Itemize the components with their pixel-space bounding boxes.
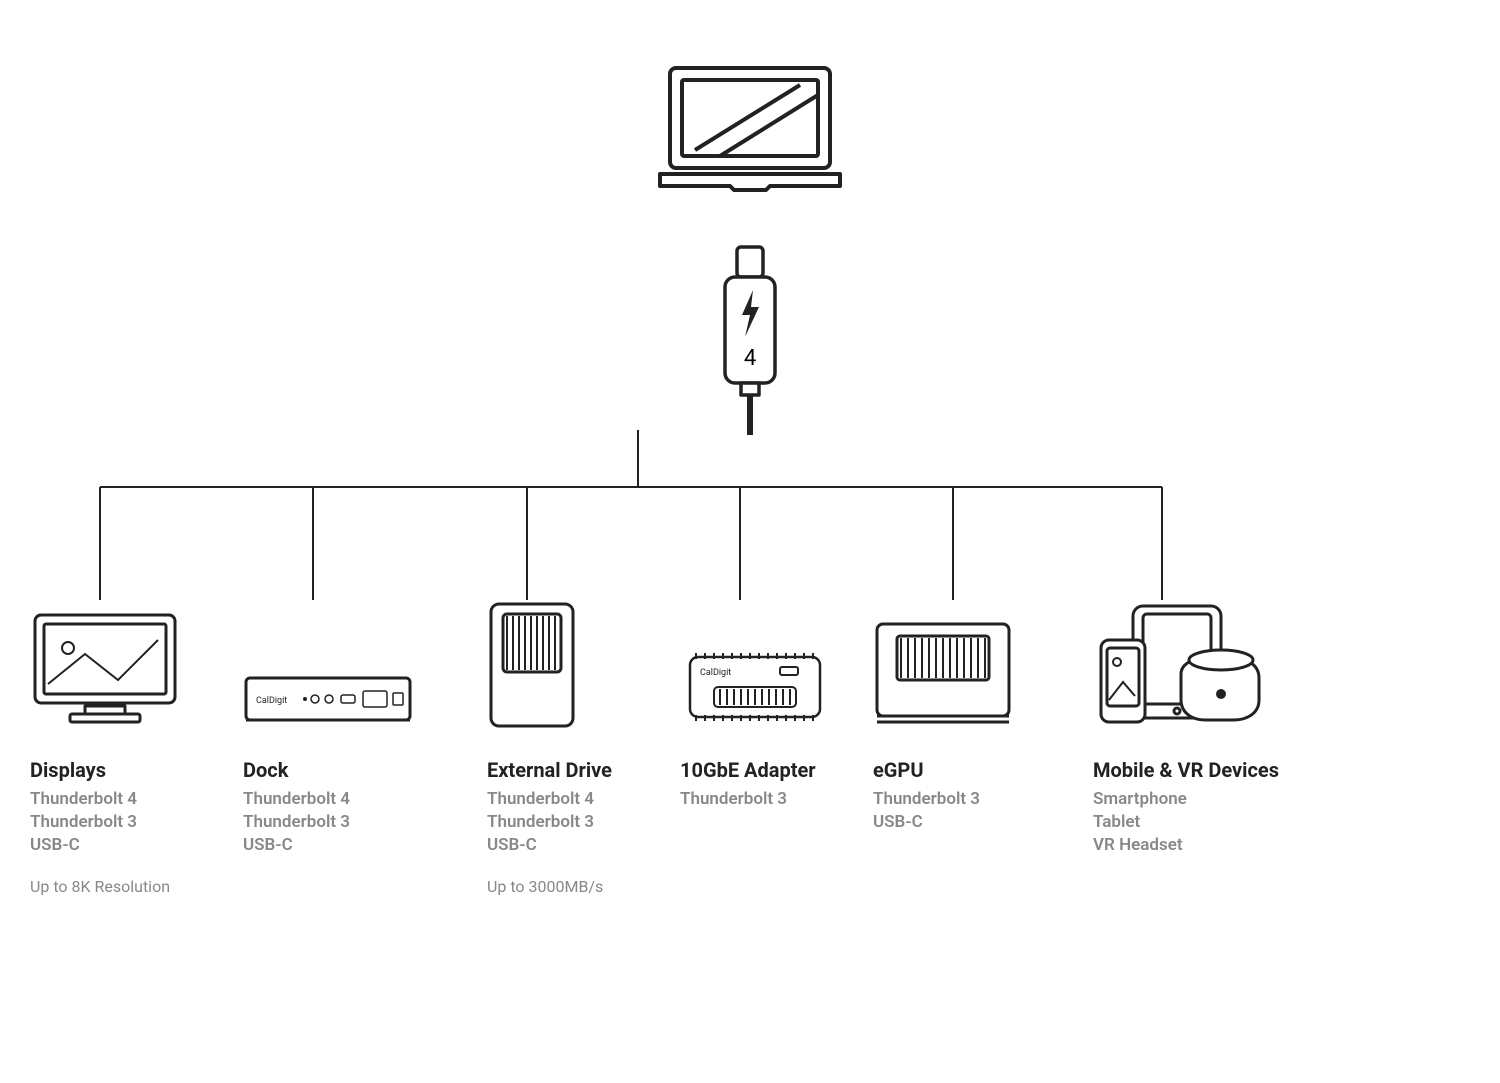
device-title: Mobile & VR Devices [1093, 758, 1293, 782]
device-protocol-line: Thunderbolt 3 [680, 788, 880, 811]
device-protocols: Thunderbolt 3 [680, 788, 880, 811]
device-protocol-line: USB-C [243, 834, 443, 857]
device-title: Displays [30, 758, 230, 782]
device-protocols: Thunderbolt 4Thunderbolt 3USB-C [487, 788, 687, 857]
device-protocol-line: VR Headset [1093, 834, 1293, 857]
device-protocol-line: Tablet [1093, 811, 1293, 834]
device-extra: Up to 3000MB/s [487, 877, 687, 896]
device-mobile-vr: Mobile & VR Devices SmartphoneTabletVR He… [1093, 600, 1293, 857]
device-10gbe-adapter: CalDigit 10GbE Adapter Thunderbolt 3 [680, 600, 880, 811]
device-protocol-line: USB-C [873, 811, 1073, 834]
device-title: eGPU [873, 758, 1073, 782]
device-protocol-line: USB-C [30, 834, 230, 857]
device-protocol-line: Thunderbolt 3 [30, 811, 230, 834]
device-protocols: Thunderbolt 4Thunderbolt 3USB-C [30, 788, 230, 857]
egpu-icon [873, 600, 1073, 730]
device-protocol-line: Thunderbolt 3 [873, 788, 1073, 811]
mobilevr-icon [1093, 600, 1293, 730]
device-extra: Up to 8K Resolution [30, 877, 230, 896]
device-title: Dock [243, 758, 443, 782]
device-protocols: Thunderbolt 4Thunderbolt 3USB-C [243, 788, 443, 857]
dock-icon: CalDigit [243, 600, 443, 730]
device-protocols: SmartphoneTabletVR Headset [1093, 788, 1293, 857]
device-displays: DisplaysThunderbolt 4Thunderbolt 3USB-CU… [30, 600, 230, 896]
connector-lines [0, 0, 1500, 1083]
device-protocol-line: Thunderbolt 4 [487, 788, 687, 811]
drive-icon [487, 600, 687, 730]
device-title: External Drive [487, 758, 687, 782]
device-dock: CalDigit Dock Thunderbolt 4Thunderbolt 3U… [243, 600, 443, 857]
device-title: 10GbE Adapter [680, 758, 880, 782]
device-protocol-line: USB-C [487, 834, 687, 857]
device-protocol-line: Thunderbolt 3 [487, 811, 687, 834]
device-external-drive: External Drive Thunderbolt 4Thunderbolt 3… [487, 600, 687, 896]
thunderbolt-diagram: 4 DisplaysThunderbolt 4Thunderbolt 3USB-… [0, 0, 1500, 1083]
adapter-icon: CalDigit [680, 600, 880, 730]
device-protocol-line: Smartphone [1093, 788, 1293, 811]
device-egpu: eGPU Thunderbolt 3USB-C [873, 600, 1073, 834]
device-protocol-line: Thunderbolt 4 [30, 788, 230, 811]
svg-text:CalDigit: CalDigit [700, 668, 731, 678]
svg-text:CalDigit: CalDigit [256, 696, 287, 706]
device-protocols: Thunderbolt 3USB-C [873, 788, 1073, 834]
device-protocol-line: Thunderbolt 3 [243, 811, 443, 834]
device-protocol-line: Thunderbolt 4 [243, 788, 443, 811]
monitor-icon [30, 600, 230, 730]
